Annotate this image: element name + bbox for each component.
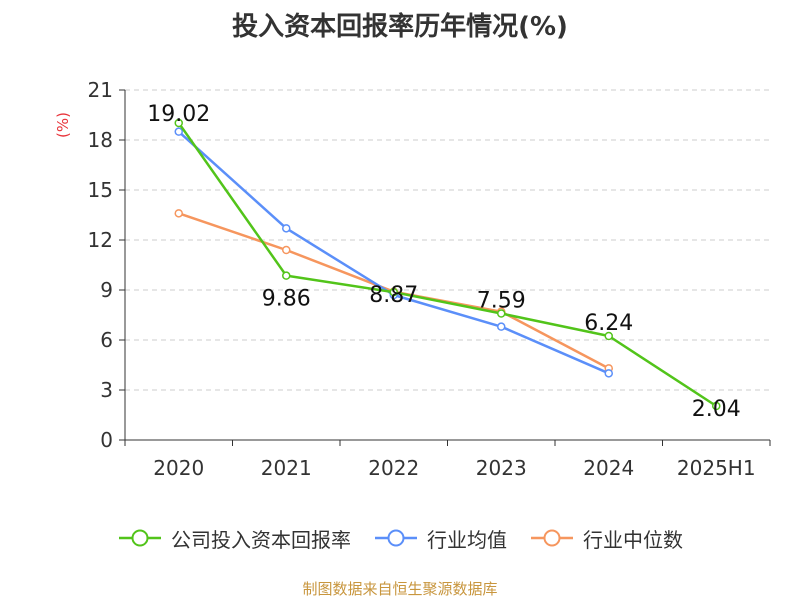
legend-label-company: 公司投入资本回报率 [171, 527, 351, 552]
x-tick-label: 2020 [153, 456, 204, 480]
legend-item-industry-median[interactable]: 行业中位数 [529, 524, 683, 553]
legend-marker-industry-median [531, 529, 573, 547]
data-point-0[interactable] [174, 118, 183, 128]
data-label: 6.24 [584, 311, 633, 336]
y-axis-label: (%) [54, 112, 72, 138]
data-labels: 19.02 9.86 8.87 7.59 6.24 2.04 [147, 102, 740, 422]
data-point-1[interactable] [174, 127, 183, 136]
source-note: 制图数据来自恒生聚源数据库 [302, 580, 498, 598]
data-point-2[interactable] [174, 209, 183, 218]
data-point-1[interactable] [497, 322, 506, 331]
legend-label-industry-median: 行业中位数 [583, 527, 683, 552]
data-point-0[interactable] [389, 287, 398, 297]
data-label: 19.02 [147, 102, 210, 127]
data-point-0[interactable] [497, 309, 506, 318]
data-point-1[interactable] [282, 224, 291, 233]
x-tick-label: 2024 [583, 456, 634, 480]
y-tick-label: 9 [100, 278, 113, 302]
chart-title: 投入资本回报率历年情况(%) [232, 12, 568, 42]
data-label: 9.86 [262, 287, 311, 312]
legend: 公司投入资本回报率 行业均值 行业中位数 [0, 520, 800, 556]
y-tick-label: 15 [88, 178, 113, 202]
data-label: 8.87 [369, 283, 418, 308]
data-point-2[interactable] [282, 245, 291, 255]
y-tick-label: 18 [88, 128, 113, 152]
data-point-0[interactable] [604, 331, 613, 341]
x-tick-label: 2025H1 [677, 456, 756, 480]
legend-marker-industry-mean [375, 529, 417, 547]
data-point-0[interactable] [712, 401, 721, 411]
legend-item-industry-mean[interactable]: 行业均值 [373, 524, 507, 553]
x-tick-label: 2023 [476, 456, 527, 480]
y-tick-label: 12 [88, 228, 113, 252]
grid-lines [125, 89, 770, 391]
y-tick-label: 3 [100, 378, 113, 402]
x-tick-label: 2022 [368, 456, 419, 480]
data-label: 2.04 [692, 397, 741, 422]
data-label: 7.59 [477, 289, 526, 314]
axes: 0 3 6 9 12 15 18 21 2020 2021 2022 2023 2024 2025H1 [88, 78, 771, 480]
legend-label-industry-mean: 行业均值 [427, 527, 507, 552]
legend-marker-company [119, 529, 161, 547]
x-tick-label: 2021 [261, 456, 312, 480]
legend-item-company[interactable]: 公司投入资本回报率 [117, 524, 351, 553]
series-line-0 [177, 122, 717, 408]
y-tick-label: 0 [100, 428, 113, 452]
data-point-1[interactable] [604, 369, 613, 378]
y-tick-label: 6 [100, 328, 113, 352]
y-tick-label: 21 [88, 78, 113, 102]
series-group [174, 118, 721, 411]
data-point-0[interactable] [282, 271, 291, 280]
series-line-1 [177, 130, 610, 375]
